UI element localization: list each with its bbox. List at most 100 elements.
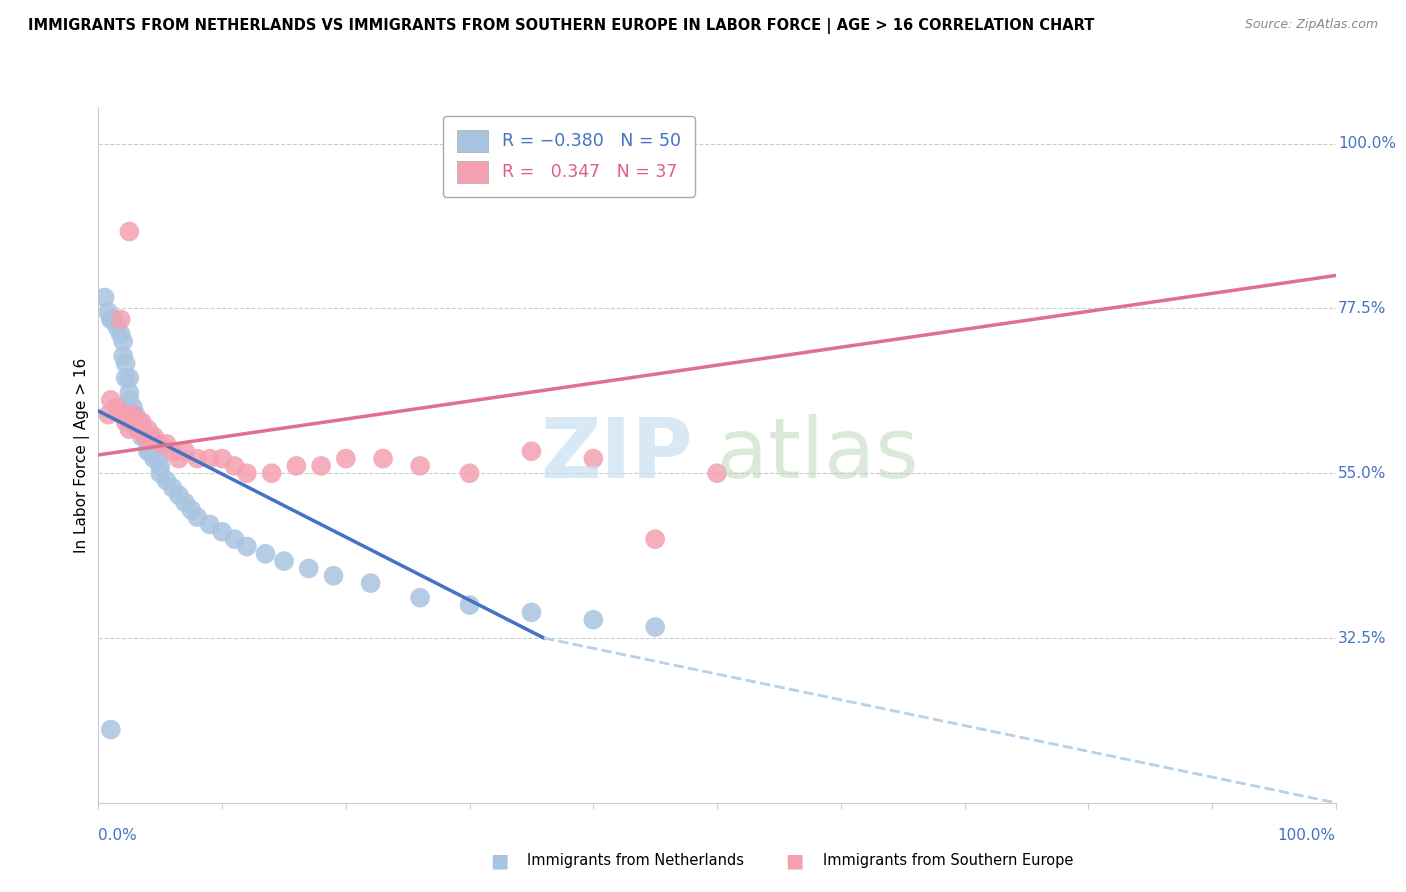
Point [103, 312, 125, 326]
Text: Immigrants from Netherlands: Immigrants from Netherlands [527, 854, 744, 868]
Point [458, 598, 481, 612]
Point [273, 554, 295, 568]
Point [146, 451, 169, 466]
Point [100, 723, 122, 737]
Point [236, 540, 259, 554]
Text: ■: ■ [785, 851, 804, 871]
Point [186, 510, 208, 524]
Point [118, 385, 141, 400]
Point [260, 467, 283, 481]
Point [136, 437, 159, 451]
Text: 0.0%: 0.0% [98, 829, 138, 844]
Point [582, 613, 605, 627]
Point [134, 429, 156, 443]
Point [114, 415, 136, 429]
Point [118, 225, 141, 239]
Y-axis label: In Labor Force | Age > 16: In Labor Force | Age > 16 [75, 358, 90, 552]
Point [644, 620, 666, 634]
Point [162, 444, 184, 458]
Point [335, 451, 357, 466]
Point [131, 422, 153, 436]
Point [224, 532, 246, 546]
Point [110, 312, 132, 326]
Point [100, 392, 122, 407]
Point [211, 524, 233, 539]
Point [706, 467, 728, 481]
Text: ZIP: ZIP [540, 415, 692, 495]
Point [360, 576, 382, 591]
Point [520, 606, 543, 620]
Point [131, 429, 153, 443]
Point [114, 356, 136, 370]
Point [127, 422, 149, 436]
Point [143, 429, 166, 443]
Point [155, 474, 177, 488]
Text: IMMIGRANTS FROM NETHERLANDS VS IMMIGRANTS FROM SOUTHERN EUROPE IN LABOR FORCE | : IMMIGRANTS FROM NETHERLANDS VS IMMIGRANT… [28, 18, 1094, 34]
Point [127, 422, 149, 436]
Point [139, 429, 162, 443]
Point [124, 415, 146, 429]
Point [458, 467, 481, 481]
Point [128, 415, 150, 429]
Point [143, 451, 166, 466]
Point [167, 488, 190, 502]
Point [520, 444, 543, 458]
Point [285, 458, 308, 473]
Point [174, 444, 197, 458]
Point [371, 451, 394, 466]
Point [167, 451, 190, 466]
Point [322, 568, 344, 582]
Point [136, 422, 159, 436]
Point [105, 401, 128, 415]
Point [100, 312, 122, 326]
Text: atlas: atlas [717, 415, 918, 495]
Point [198, 451, 221, 466]
Point [110, 327, 132, 342]
Point [122, 401, 145, 415]
Text: 32.5%: 32.5% [1339, 631, 1386, 646]
Point [112, 408, 135, 422]
Point [97, 305, 120, 319]
Point [136, 444, 159, 458]
Point [409, 458, 432, 473]
Point [131, 415, 153, 429]
Point [409, 591, 432, 605]
Point [254, 547, 277, 561]
Point [149, 467, 172, 481]
Text: 100.0%: 100.0% [1339, 136, 1396, 151]
Point [118, 371, 141, 385]
Text: Source: ZipAtlas.com: Source: ZipAtlas.com [1244, 18, 1378, 31]
Point [122, 408, 145, 422]
Point [105, 319, 128, 334]
Point [134, 429, 156, 443]
Point [124, 415, 146, 429]
Text: 77.5%: 77.5% [1339, 301, 1386, 316]
Point [124, 408, 146, 422]
Point [198, 517, 221, 532]
Legend: R = −0.380   N = 50, R =   0.347   N = 37: R = −0.380 N = 50, R = 0.347 N = 37 [443, 116, 695, 197]
Point [112, 349, 135, 363]
Point [236, 467, 259, 481]
Point [298, 561, 321, 575]
Point [112, 334, 135, 349]
Point [180, 503, 202, 517]
Point [309, 458, 332, 473]
Point [186, 451, 208, 466]
Point [162, 481, 184, 495]
Point [224, 458, 246, 473]
Text: Immigrants from Southern Europe: Immigrants from Southern Europe [823, 854, 1073, 868]
Text: 100.0%: 100.0% [1278, 829, 1336, 844]
Point [211, 451, 233, 466]
Point [114, 371, 136, 385]
Point [122, 408, 145, 422]
Point [149, 437, 172, 451]
Point [139, 444, 162, 458]
Point [582, 451, 605, 466]
Point [155, 437, 177, 451]
Point [118, 422, 141, 436]
Point [118, 392, 141, 407]
Point [97, 408, 120, 422]
Text: ■: ■ [489, 851, 509, 871]
Point [174, 495, 197, 509]
Point [93, 290, 115, 304]
